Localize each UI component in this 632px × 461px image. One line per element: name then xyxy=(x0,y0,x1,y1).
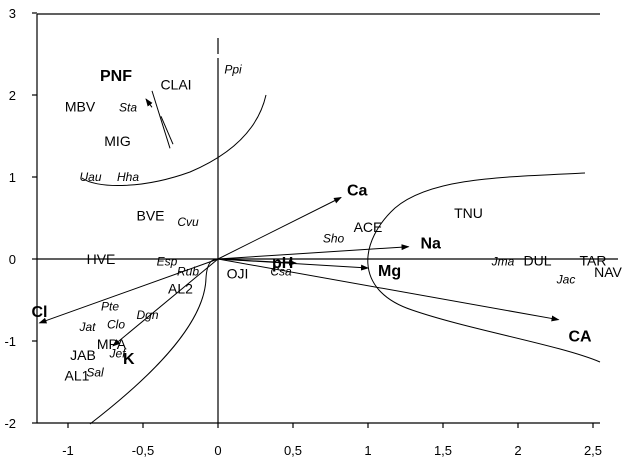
site-label: TAR xyxy=(580,253,607,269)
vector-pnf xyxy=(151,90,171,149)
species-label: Pte xyxy=(101,300,119,314)
site-label: DUL xyxy=(523,253,551,269)
x-tick-label: -1 xyxy=(62,443,74,458)
y-tick-label: 1 xyxy=(9,170,16,185)
species-label: Rub xyxy=(177,264,199,278)
vector-k xyxy=(112,258,219,347)
y-tick-label: 0 xyxy=(9,252,16,267)
axis-ticks: 3 2 1 0 -1 -2 -1 -0,5 0 0,5 1 1,5 2 2,5 xyxy=(4,6,602,458)
site-label: OJI xyxy=(227,266,249,282)
env-label-ca: Ca xyxy=(347,183,368,200)
site-label: MPA xyxy=(97,336,127,352)
env-label-ph: pH xyxy=(272,255,293,272)
y-tick-label: -1 xyxy=(4,334,16,349)
site-label: NAV xyxy=(594,264,622,280)
species-label: Csa xyxy=(270,264,292,278)
vector-cl xyxy=(38,258,219,324)
y-tick-label: -2 xyxy=(4,416,16,431)
env-vectors xyxy=(38,90,560,347)
species-label: Esp xyxy=(157,255,178,269)
species-label: Uau xyxy=(79,170,101,184)
site-label: JAB xyxy=(70,347,96,363)
vector-ca xyxy=(217,197,342,260)
env-label-cl: Cl xyxy=(32,304,48,321)
env-label-ca: CA xyxy=(569,329,593,346)
species-label: Jac xyxy=(556,273,576,287)
point-labels: Ca Na pH Mg CA Cl K PNF CLAI MBV MIG BVE ACE TNU HVE OJ… xyxy=(32,63,623,384)
species-label: Jef xyxy=(108,346,127,360)
site-label: CLAI xyxy=(160,76,191,92)
env-label-k: K xyxy=(123,351,135,368)
species-label: Sal xyxy=(86,365,104,379)
vector-na xyxy=(217,244,410,260)
y-tick-label: 3 xyxy=(9,6,16,21)
species-label: Clo xyxy=(107,318,125,332)
species-label: Hha xyxy=(117,170,139,184)
site-label: AL1 xyxy=(65,367,90,383)
axes xyxy=(36,13,618,424)
site-label: ACE xyxy=(354,219,383,235)
x-tick-label: 2 xyxy=(514,443,521,458)
upper-curve xyxy=(81,94,267,187)
x-tick-label: 2,5 xyxy=(584,443,602,458)
site-label: MIG xyxy=(104,133,130,149)
vector-mg xyxy=(217,258,369,271)
x-tick-label: 1 xyxy=(364,443,371,458)
species-label: Dgn xyxy=(136,308,158,322)
vector-pnf-head xyxy=(145,98,153,108)
site-label: MBV xyxy=(65,98,96,114)
vector-pnf-thick xyxy=(160,116,174,145)
y-tick-label: 2 xyxy=(9,88,16,103)
species-label: Jma xyxy=(491,255,515,269)
vector-ca xyxy=(217,258,560,322)
species-label: Sta xyxy=(119,100,137,114)
site-label: BVE xyxy=(136,207,164,223)
x-tick-label: 1,5 xyxy=(434,443,452,458)
x-tick-label: -0,5 xyxy=(132,443,154,458)
species-label: Sho xyxy=(323,232,345,246)
env-label-na: Na xyxy=(421,236,442,253)
site-label: TNU xyxy=(454,205,483,221)
site-label: AL2 xyxy=(168,280,193,296)
site-label: HVE xyxy=(87,251,116,267)
x-tick-label: 0,5 xyxy=(284,443,302,458)
x-tick-label: 0 xyxy=(214,443,221,458)
species-label: Jat xyxy=(78,320,96,334)
env-label-mg: Mg xyxy=(378,263,401,280)
species-label: Cvu xyxy=(177,215,199,229)
right-curve xyxy=(367,172,601,363)
species-label: Ppi xyxy=(224,63,242,77)
site-label: PNF xyxy=(100,68,132,85)
